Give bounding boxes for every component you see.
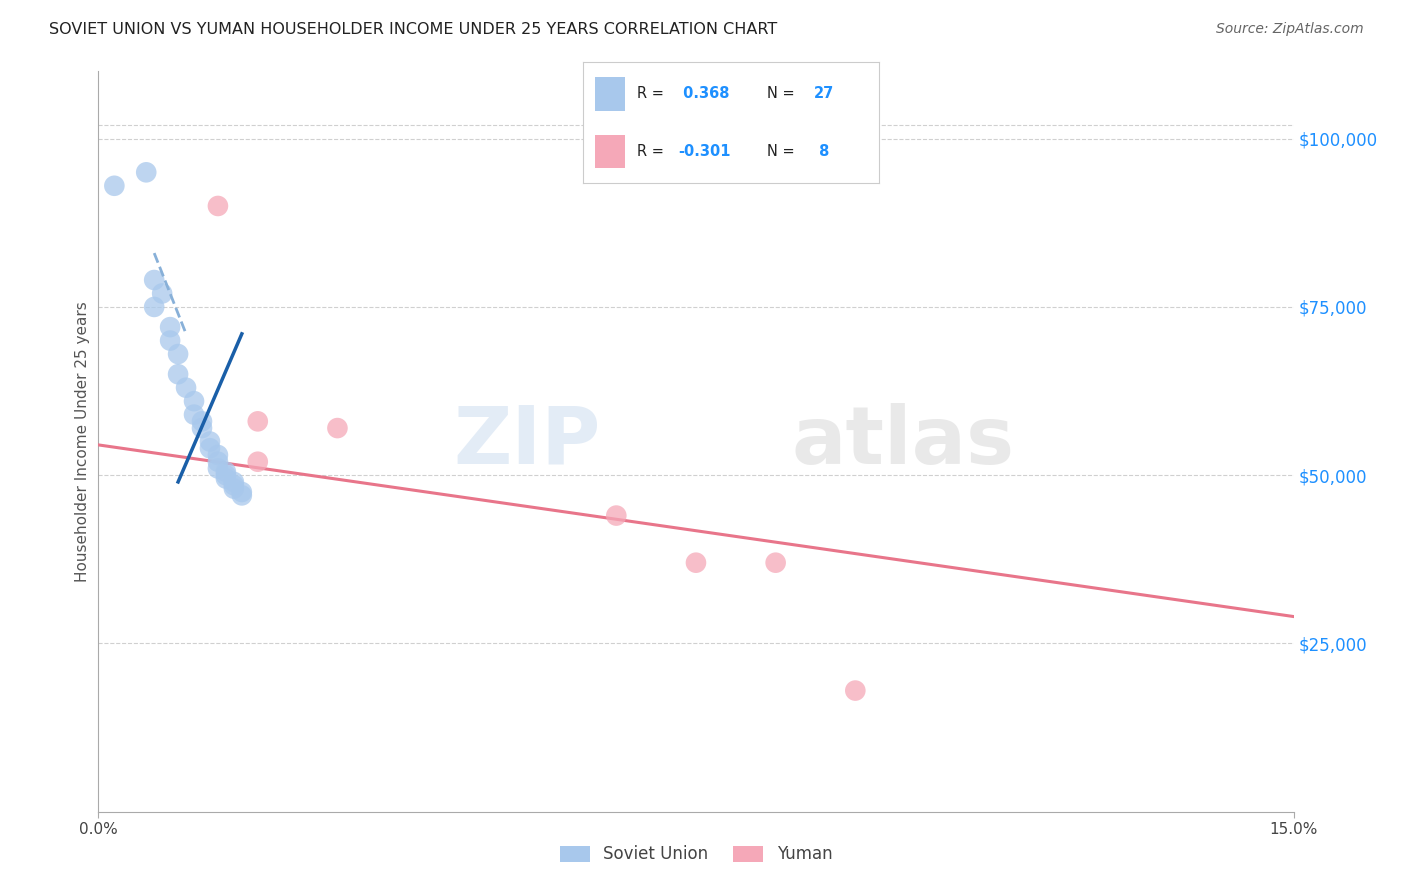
Point bbox=[159, 320, 181, 334]
Point bbox=[765, 556, 787, 570]
Point bbox=[326, 421, 349, 435]
Point bbox=[215, 472, 238, 486]
Point bbox=[103, 178, 125, 193]
Point bbox=[207, 199, 229, 213]
Point bbox=[167, 368, 190, 382]
Point bbox=[246, 414, 269, 428]
Point bbox=[215, 468, 238, 483]
Point bbox=[844, 683, 866, 698]
Point bbox=[605, 508, 627, 523]
Text: SOVIET UNION VS YUMAN HOUSEHOLDER INCOME UNDER 25 YEARS CORRELATION CHART: SOVIET UNION VS YUMAN HOUSEHOLDER INCOME… bbox=[49, 22, 778, 37]
Text: N =: N = bbox=[766, 87, 794, 102]
Point bbox=[183, 394, 205, 409]
Point bbox=[246, 455, 269, 469]
Bar bbox=[595, 77, 624, 111]
Point bbox=[231, 485, 253, 500]
Point bbox=[222, 475, 245, 489]
Point bbox=[174, 381, 197, 395]
Point bbox=[150, 286, 173, 301]
Bar bbox=[595, 135, 624, 169]
Point bbox=[167, 347, 190, 361]
Point bbox=[207, 461, 229, 475]
Text: N =: N = bbox=[766, 144, 799, 159]
Point bbox=[135, 165, 157, 179]
Point bbox=[222, 482, 245, 496]
Text: atlas: atlas bbox=[792, 402, 1015, 481]
Legend: Soviet Union, Yuman: Soviet Union, Yuman bbox=[553, 838, 839, 870]
Text: 27: 27 bbox=[814, 87, 834, 102]
Text: ZIP: ZIP bbox=[453, 402, 600, 481]
Point bbox=[183, 408, 205, 422]
Point bbox=[198, 442, 221, 456]
Point bbox=[191, 421, 214, 435]
Text: R =: R = bbox=[637, 87, 668, 102]
Point bbox=[685, 556, 707, 570]
Point bbox=[143, 300, 166, 314]
Point bbox=[198, 434, 221, 449]
Text: Source: ZipAtlas.com: Source: ZipAtlas.com bbox=[1216, 22, 1364, 37]
Point bbox=[191, 414, 214, 428]
Text: -0.301: -0.301 bbox=[678, 144, 731, 159]
Text: R =: R = bbox=[637, 144, 668, 159]
Point bbox=[231, 488, 253, 502]
Point bbox=[222, 478, 245, 492]
Text: 0.368: 0.368 bbox=[678, 87, 730, 102]
Text: 8: 8 bbox=[814, 144, 830, 159]
Y-axis label: Householder Income Under 25 years: Householder Income Under 25 years bbox=[75, 301, 90, 582]
Point bbox=[159, 334, 181, 348]
Point bbox=[207, 455, 229, 469]
Point bbox=[215, 465, 238, 479]
Point bbox=[143, 273, 166, 287]
Point bbox=[207, 448, 229, 462]
